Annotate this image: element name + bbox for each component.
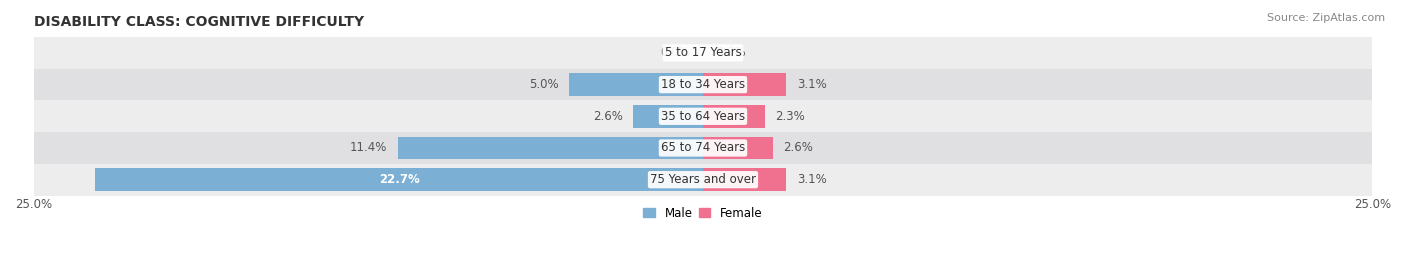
Bar xyxy=(34,37,1372,69)
Text: 3.1%: 3.1% xyxy=(797,173,827,186)
Bar xyxy=(34,100,1372,132)
Bar xyxy=(703,168,786,191)
Text: 2.6%: 2.6% xyxy=(783,141,813,154)
Text: 65 to 74 Years: 65 to 74 Years xyxy=(661,141,745,154)
Legend: Male, Female: Male, Female xyxy=(638,202,768,224)
Text: 5.0%: 5.0% xyxy=(529,78,558,91)
Bar xyxy=(703,105,765,128)
Text: DISABILITY CLASS: COGNITIVE DIFFICULTY: DISABILITY CLASS: COGNITIVE DIFFICULTY xyxy=(34,15,364,29)
Text: 0.0%: 0.0% xyxy=(659,47,689,59)
Bar xyxy=(34,132,1372,164)
Text: 11.4%: 11.4% xyxy=(350,141,387,154)
Text: 2.3%: 2.3% xyxy=(775,110,806,123)
Bar xyxy=(34,69,1372,100)
Text: Source: ZipAtlas.com: Source: ZipAtlas.com xyxy=(1267,13,1385,23)
Bar xyxy=(96,168,703,191)
Text: 3.1%: 3.1% xyxy=(797,78,827,91)
Text: 35 to 64 Years: 35 to 64 Years xyxy=(661,110,745,123)
Text: 75 Years and over: 75 Years and over xyxy=(650,173,756,186)
Bar xyxy=(34,164,1372,196)
Text: 18 to 34 Years: 18 to 34 Years xyxy=(661,78,745,91)
Bar xyxy=(569,73,703,96)
Bar xyxy=(398,137,703,160)
Text: 0.0%: 0.0% xyxy=(717,47,747,59)
Bar xyxy=(703,137,773,160)
Bar xyxy=(633,105,703,128)
Bar xyxy=(703,73,786,96)
Text: 22.7%: 22.7% xyxy=(378,173,419,186)
Text: 2.6%: 2.6% xyxy=(593,110,623,123)
Text: 5 to 17 Years: 5 to 17 Years xyxy=(665,47,741,59)
